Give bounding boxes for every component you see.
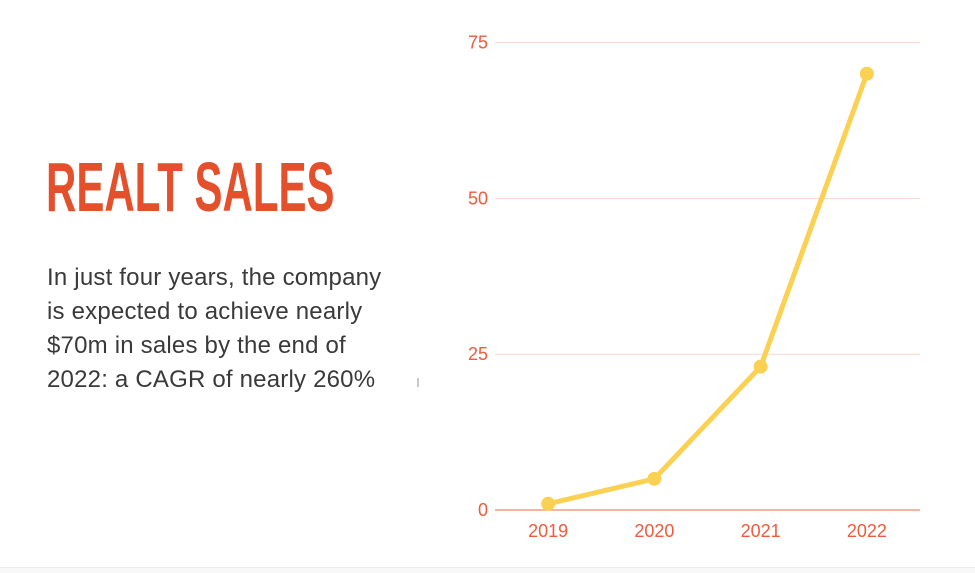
description-line-4: 2022: a CAGR of nearly 260% bbox=[47, 366, 376, 393]
page-title: REALT SALES bbox=[46, 148, 335, 226]
description-line-1: In just four years, the company bbox=[47, 264, 382, 291]
x-tick-label-2020: 2020 bbox=[634, 521, 674, 541]
x-tick-label-2021: 2021 bbox=[741, 521, 781, 541]
y-tick-label-25: 25 bbox=[468, 344, 488, 364]
text-caret bbox=[417, 378, 419, 387]
chart-panel: 0 25 50 75 2019 2020 2021 2022 bbox=[440, 0, 975, 573]
y-tick-label-75: 75 bbox=[468, 33, 488, 53]
sales-line bbox=[545, 71, 870, 507]
x-tick-label-2022: 2022 bbox=[847, 521, 887, 541]
y-tick-label-50: 50 bbox=[468, 188, 488, 208]
data-point-2020 bbox=[647, 471, 662, 486]
sales-line-chart: 0 25 50 75 2019 2020 2021 2022 bbox=[468, 33, 920, 541]
data-point-2019 bbox=[541, 496, 556, 511]
bottom-edge-strip bbox=[0, 567, 975, 573]
description-line-3: $70m in sales by the end of bbox=[47, 332, 346, 359]
x-tick-label-2019: 2019 bbox=[528, 521, 568, 541]
description-line-2: is expected to achieve nearly bbox=[47, 298, 363, 325]
left-panel: REALT SALES In just four years, the comp… bbox=[0, 0, 440, 573]
description-text: In just four years, the company is expec… bbox=[47, 261, 437, 397]
data-point-2021 bbox=[753, 359, 768, 374]
data-point-2022 bbox=[859, 66, 874, 81]
y-tick-label-0: 0 bbox=[478, 500, 488, 520]
